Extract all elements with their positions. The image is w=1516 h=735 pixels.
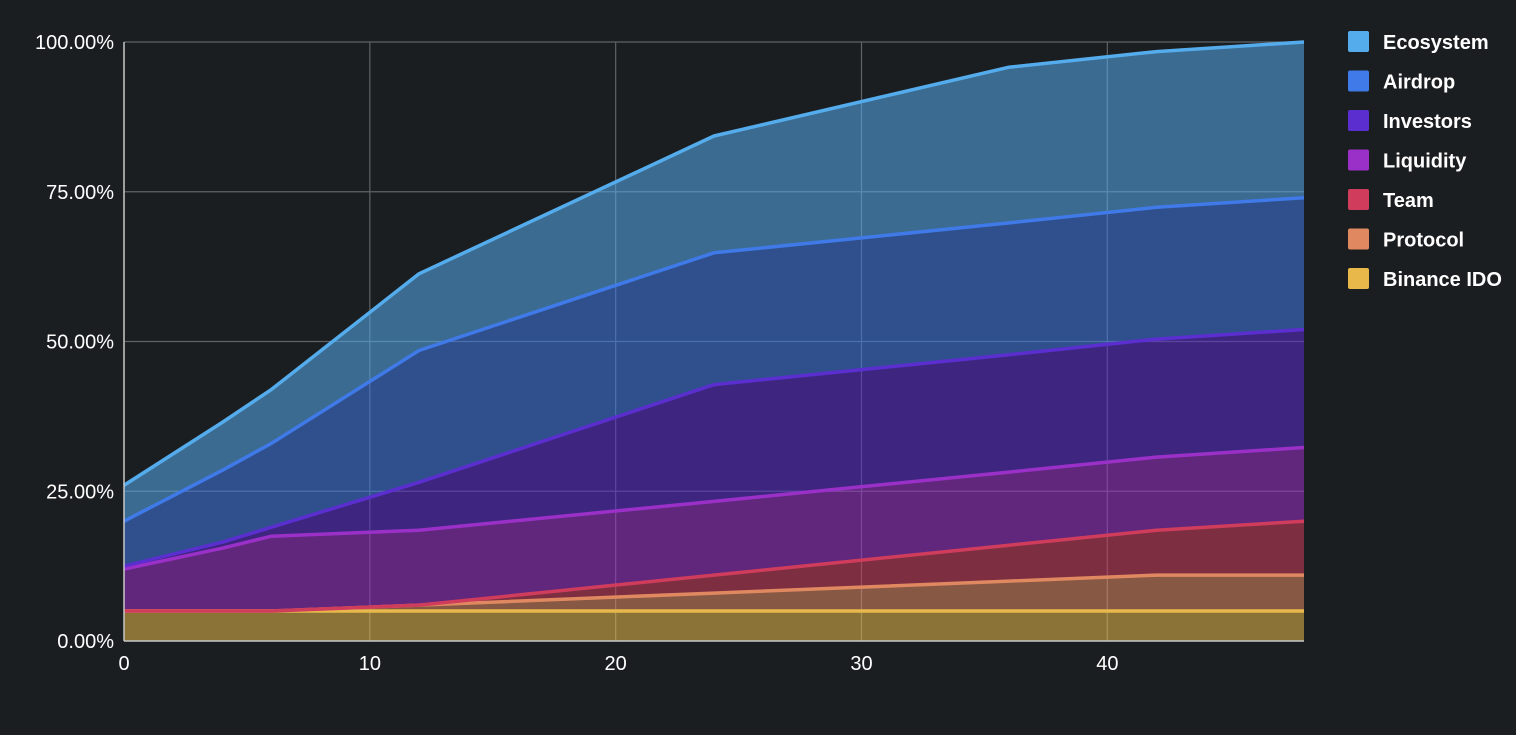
y-tick-label: 75.00% (46, 182, 114, 204)
x-tick-label: 0 (118, 653, 129, 675)
area-liquidity (124, 447, 1304, 611)
legend-item-team[interactable]: Team (1348, 189, 1434, 212)
legend-label: Airdrop (1383, 72, 1455, 94)
series-lines (123, 40, 1305, 613)
axes: 0.00% 25.00% 50.00% 75.00% 100.00% 0 10 20 30 40 (35, 32, 1304, 675)
x-tick-label: 20 (605, 653, 627, 675)
legend-item-investors[interactable]: Investors (1348, 110, 1472, 133)
legend-label: Protocol (1383, 230, 1464, 252)
area-investors (124, 329, 1304, 570)
legend-swatch (1348, 149, 1369, 171)
line-airdrop (123, 195, 1305, 523)
area-binance-ido (124, 611, 1304, 641)
line-investors (123, 327, 1305, 568)
area-protocol (124, 575, 1304, 611)
area-ecosystem (124, 42, 1304, 522)
legend-label: Binance IDO (1383, 269, 1502, 291)
legend-swatch (1348, 189, 1369, 210)
legend: Ecosystem Airdrop Investors Liquidity Team Pr… (1348, 31, 1502, 291)
y-tick-label: 0.00% (57, 631, 114, 653)
legend-swatch (1348, 228, 1369, 250)
legend-swatch (1348, 70, 1369, 92)
legend-swatch (1348, 268, 1369, 289)
legend-swatch (1348, 31, 1369, 52)
legend-item-airdrop[interactable]: Airdrop (1348, 70, 1455, 94)
line-liquidity (123, 445, 1305, 571)
x-tick-label: 30 (850, 653, 872, 675)
line-team (124, 519, 1305, 613)
legend-swatch (1348, 110, 1369, 131)
legend-label: Investors (1383, 111, 1472, 133)
x-tick-label: 40 (1096, 653, 1118, 675)
y-tick-label: 50.00% (46, 332, 114, 354)
y-tick-label: 25.00% (46, 481, 114, 503)
legend-label: Ecosystem (1383, 32, 1489, 54)
legend-item-liquidity[interactable]: Liquidity (1348, 149, 1467, 173)
legend-label: Liquidity (1383, 151, 1467, 173)
y-tick-label: 100.00% (35, 32, 114, 54)
line-ecosystem (123, 40, 1305, 487)
legend-item-protocol[interactable]: Protocol (1348, 228, 1464, 252)
legend-label: Team (1383, 190, 1434, 212)
area-airdrop (124, 197, 1304, 567)
legend-item-ecosystem[interactable]: Ecosystem (1348, 31, 1489, 54)
legend-item-binance-ido[interactable]: Binance IDO (1348, 268, 1502, 291)
x-tick-label: 10 (359, 653, 381, 675)
